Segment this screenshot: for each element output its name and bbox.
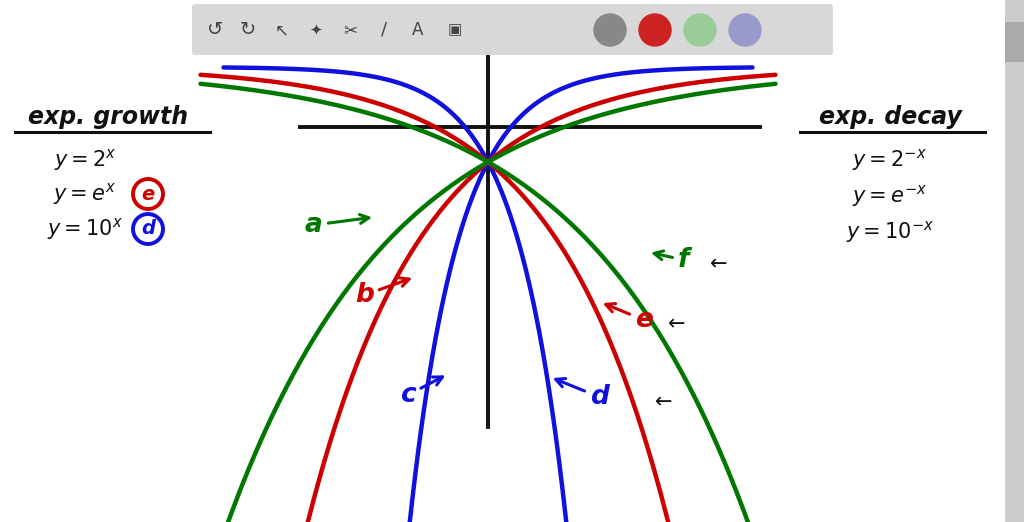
Text: e: e [141, 184, 155, 204]
Text: /: / [381, 21, 387, 39]
Circle shape [684, 14, 716, 46]
FancyBboxPatch shape [1005, 0, 1024, 522]
Text: $y=2^x$: $y=2^x$ [53, 147, 117, 173]
Text: b: b [355, 278, 410, 308]
Text: exp. growth: exp. growth [28, 105, 188, 129]
Text: f: f [654, 247, 689, 273]
Text: exp. decay: exp. decay [818, 105, 962, 129]
Text: c: c [400, 377, 442, 408]
Text: ←: ← [668, 314, 685, 334]
Text: ✦: ✦ [309, 22, 323, 38]
Text: $y= 2^{-x}$: $y= 2^{-x}$ [853, 147, 928, 173]
Text: d: d [141, 219, 155, 239]
Text: $y = 10^{-x}$: $y = 10^{-x}$ [846, 219, 934, 245]
FancyBboxPatch shape [1005, 22, 1024, 62]
Circle shape [729, 14, 761, 46]
Text: ▣: ▣ [447, 22, 462, 38]
Text: ↖: ↖ [275, 21, 289, 39]
Text: ←: ← [710, 254, 727, 274]
Text: $y=10^x$: $y=10^x$ [47, 216, 123, 242]
Text: $y=e^{-x}$: $y=e^{-x}$ [852, 183, 928, 209]
Text: e: e [606, 304, 653, 333]
Text: $y=e^x$: $y=e^x$ [53, 181, 117, 207]
Circle shape [594, 14, 626, 46]
FancyBboxPatch shape [193, 4, 833, 55]
Text: a: a [305, 212, 369, 238]
Text: d: d [556, 378, 609, 410]
Circle shape [639, 14, 671, 46]
Text: ↻: ↻ [240, 20, 256, 40]
Text: ↺: ↺ [207, 20, 223, 40]
Text: ←: ← [655, 392, 673, 412]
Text: A: A [413, 21, 424, 39]
Text: ✂: ✂ [343, 21, 357, 39]
